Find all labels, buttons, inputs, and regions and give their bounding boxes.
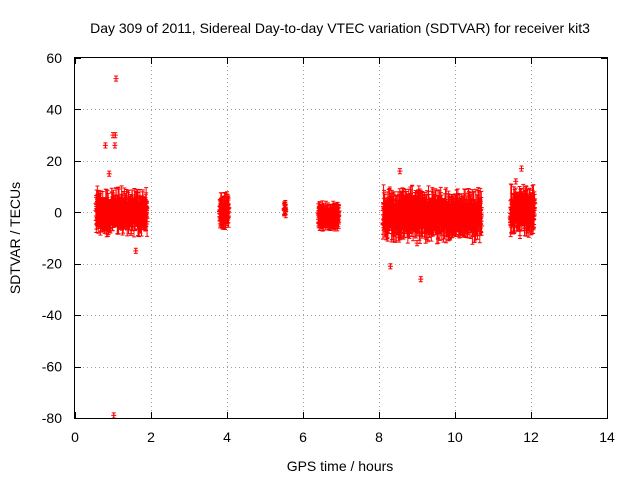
y-tick-label: 0 xyxy=(54,204,62,220)
data-point xyxy=(133,248,139,254)
data-point xyxy=(144,219,150,225)
data-points xyxy=(93,75,538,419)
data-point xyxy=(106,171,112,177)
y-tick-label: 60 xyxy=(46,50,62,66)
data-point xyxy=(112,142,118,148)
data-point xyxy=(387,263,393,269)
data-point xyxy=(102,142,108,148)
data-point xyxy=(111,412,117,418)
data-point xyxy=(519,166,524,172)
y-tick-label: 40 xyxy=(46,101,62,117)
plot-frame xyxy=(74,57,608,419)
data-point xyxy=(397,168,403,174)
x-tick-label: 0 xyxy=(71,429,79,445)
data-point xyxy=(414,240,420,246)
y-tick-label: -40 xyxy=(42,307,62,323)
data-point xyxy=(418,276,424,282)
x-tick-label: 10 xyxy=(447,429,463,445)
y-tick-label: 20 xyxy=(46,153,62,169)
y-tick-label: -20 xyxy=(42,256,62,272)
data-point xyxy=(513,178,519,184)
y-tick-label: -80 xyxy=(42,410,62,426)
grid-lines xyxy=(75,58,607,418)
x-tick-label: 8 xyxy=(375,429,383,445)
data-point xyxy=(112,132,118,138)
y-tick-label: -60 xyxy=(42,359,62,375)
data-point xyxy=(226,205,232,211)
data-point xyxy=(283,208,289,214)
data-point xyxy=(113,76,119,82)
chart-title: Day 309 of 2011, Sidereal Day-to-day VTE… xyxy=(90,20,590,36)
x-tick-label: 12 xyxy=(523,429,539,445)
data-point xyxy=(224,191,230,197)
x-tick-label: 14 xyxy=(599,429,615,445)
x-tick-label: 2 xyxy=(147,429,155,445)
x-axis-label: GPS time / hours xyxy=(287,458,394,474)
x-tick-label: 6 xyxy=(299,429,307,445)
x-tick-label: 4 xyxy=(223,429,231,445)
y-axis-label: SDTVAR / TECUs xyxy=(7,182,23,294)
